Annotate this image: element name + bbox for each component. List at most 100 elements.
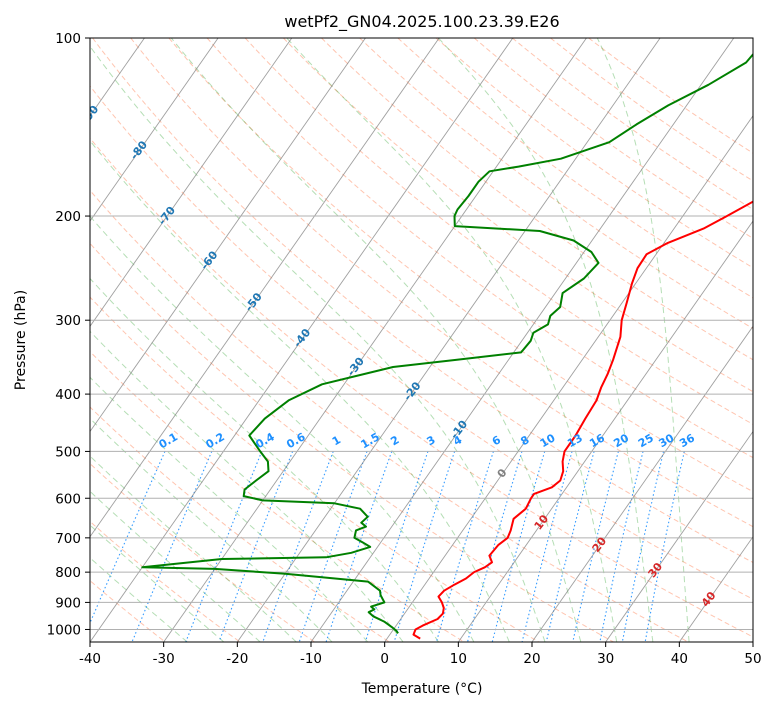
moist-adiabat [90,455,297,642]
dry-adiabat [90,137,753,638]
isotherm-label: -70 [156,204,179,228]
isotherm-label: -50 [242,290,265,314]
mixing-ratio-label: 3 [425,433,438,448]
dry-adiabat [321,38,753,361]
isotherm-label: 40 [699,589,719,609]
dry-adiabat [550,38,753,182]
y-tick-label: 1000 [47,622,81,638]
isotherm-label: 30 [645,560,665,580]
dry-adiabat [130,38,753,528]
y-tick-label: 800 [55,565,81,581]
isotherm-line [678,535,753,642]
temperature-trace [412,200,753,640]
x-tick-label: 10 [450,651,467,667]
isotherm-line [605,430,753,642]
mixing-ratio-line [218,451,294,642]
y-tick-label: 200 [55,209,81,225]
isotherm-line [384,115,753,642]
mixing-ratio-line [131,451,213,642]
isotherm-line [90,38,514,642]
dry-adiabat [90,462,315,642]
y-tick-label: 500 [55,444,81,460]
x-tick-label: -30 [153,651,175,667]
isotherm-line [90,38,440,538]
isotherm-label: -90 [79,103,102,127]
mixing-ratio-line [325,451,393,642]
isotherm-label: -60 [198,248,221,272]
dry-adiabat [90,296,540,642]
mixing-ratio-line [491,451,546,642]
isotherm-label: -80 [128,138,151,162]
isotherm-label: 10 [532,512,552,532]
x-tick-label: -10 [300,651,322,667]
x-tick-label: 30 [597,651,614,667]
dewpoint-trace [141,52,753,634]
mixing-ratio-label: 36 [677,431,697,450]
plot-frame [89,37,754,643]
isotherm-line [163,38,587,642]
dry-adiabat [90,350,465,642]
isotherm-line [90,38,293,328]
x-tick-label: 50 [744,651,761,667]
mixing-ratio-line [262,451,334,642]
mixing-ratio-line [545,451,595,642]
mixing-ratio-line [435,451,494,642]
mixing-ratio-line [599,451,644,642]
dry-adiabat [90,242,614,642]
x-tick-label: -40 [79,651,101,667]
mixing-ratio-line [466,451,523,642]
dry-adiabat [244,38,753,425]
mixing-ratio-line [644,451,685,642]
dry-adiabat [92,38,753,564]
mixing-ratio-label: 0.6 [284,430,308,451]
mixing-ratio-line [521,451,573,642]
moist-adiabat [170,38,582,642]
x-tick-label: 40 [671,651,688,667]
dry-adiabat [206,38,753,459]
chart-title: wetPf2_GN04.2025.100.23.39.E26 [284,12,559,32]
y-tick-label: 100 [55,31,81,47]
isotherm-label: -20 [401,379,424,403]
x-tick-label: 20 [523,651,540,667]
y-axis-label: Pressure (hPa) [13,290,29,390]
isotherm-label: -40 [291,326,314,350]
dry-adiabat [90,189,689,642]
moist-adiabat [90,277,439,642]
x-tick-label: 0 [380,651,389,667]
isotherm-line [752,641,753,642]
moist-adiabat [90,376,369,642]
y-tick-label: 400 [55,387,81,403]
x-tick-label: -20 [226,651,248,667]
mixing-ratio-label: 0.2 [203,430,226,451]
mixing-ratio-line [572,451,619,642]
isotherm-line [457,220,753,642]
isotherm-line [90,38,366,433]
mixing-ratio-label: 0.4 [253,430,277,451]
dry-adiabat [90,520,241,642]
isotherm-label: 0 [495,466,510,480]
moist-adiabat [90,524,225,642]
moist-adiabat [596,38,690,642]
dry-adiabat [473,38,753,239]
isotherm-line [531,325,753,642]
dry-adiabat [90,406,390,642]
isotherm-label: -100 [32,58,59,88]
mixing-ratio-label: 1.5 [358,430,381,451]
dry-adiabat [588,38,753,154]
dry-adiabat [90,580,166,642]
dry-adiabat [397,38,753,299]
moist-adiabat [438,38,654,642]
dry-adiabat [511,38,753,210]
mixing-ratio-line [90,451,166,625]
y-tick-label: 900 [55,595,81,611]
moist-adiabat [90,490,261,642]
mixing-ratio-label: 30 [657,431,677,450]
moist-adiabat [90,330,404,642]
dry-adiabat [168,38,753,493]
moist-adiabat [90,45,546,642]
mixing-ratio-label: 1 [330,433,343,448]
plot-area: -100-90-80-70-60-50-40-30-20-10010203040… [32,31,762,667]
y-tick-label: 600 [55,491,81,507]
plot-content: -100-90-80-70-60-50-40-30-20-10010203040… [32,38,753,642]
